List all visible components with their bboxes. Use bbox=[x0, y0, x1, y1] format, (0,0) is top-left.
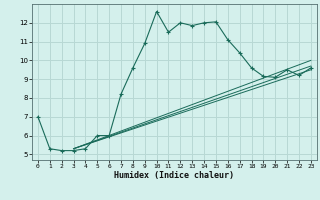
X-axis label: Humidex (Indice chaleur): Humidex (Indice chaleur) bbox=[115, 171, 234, 180]
